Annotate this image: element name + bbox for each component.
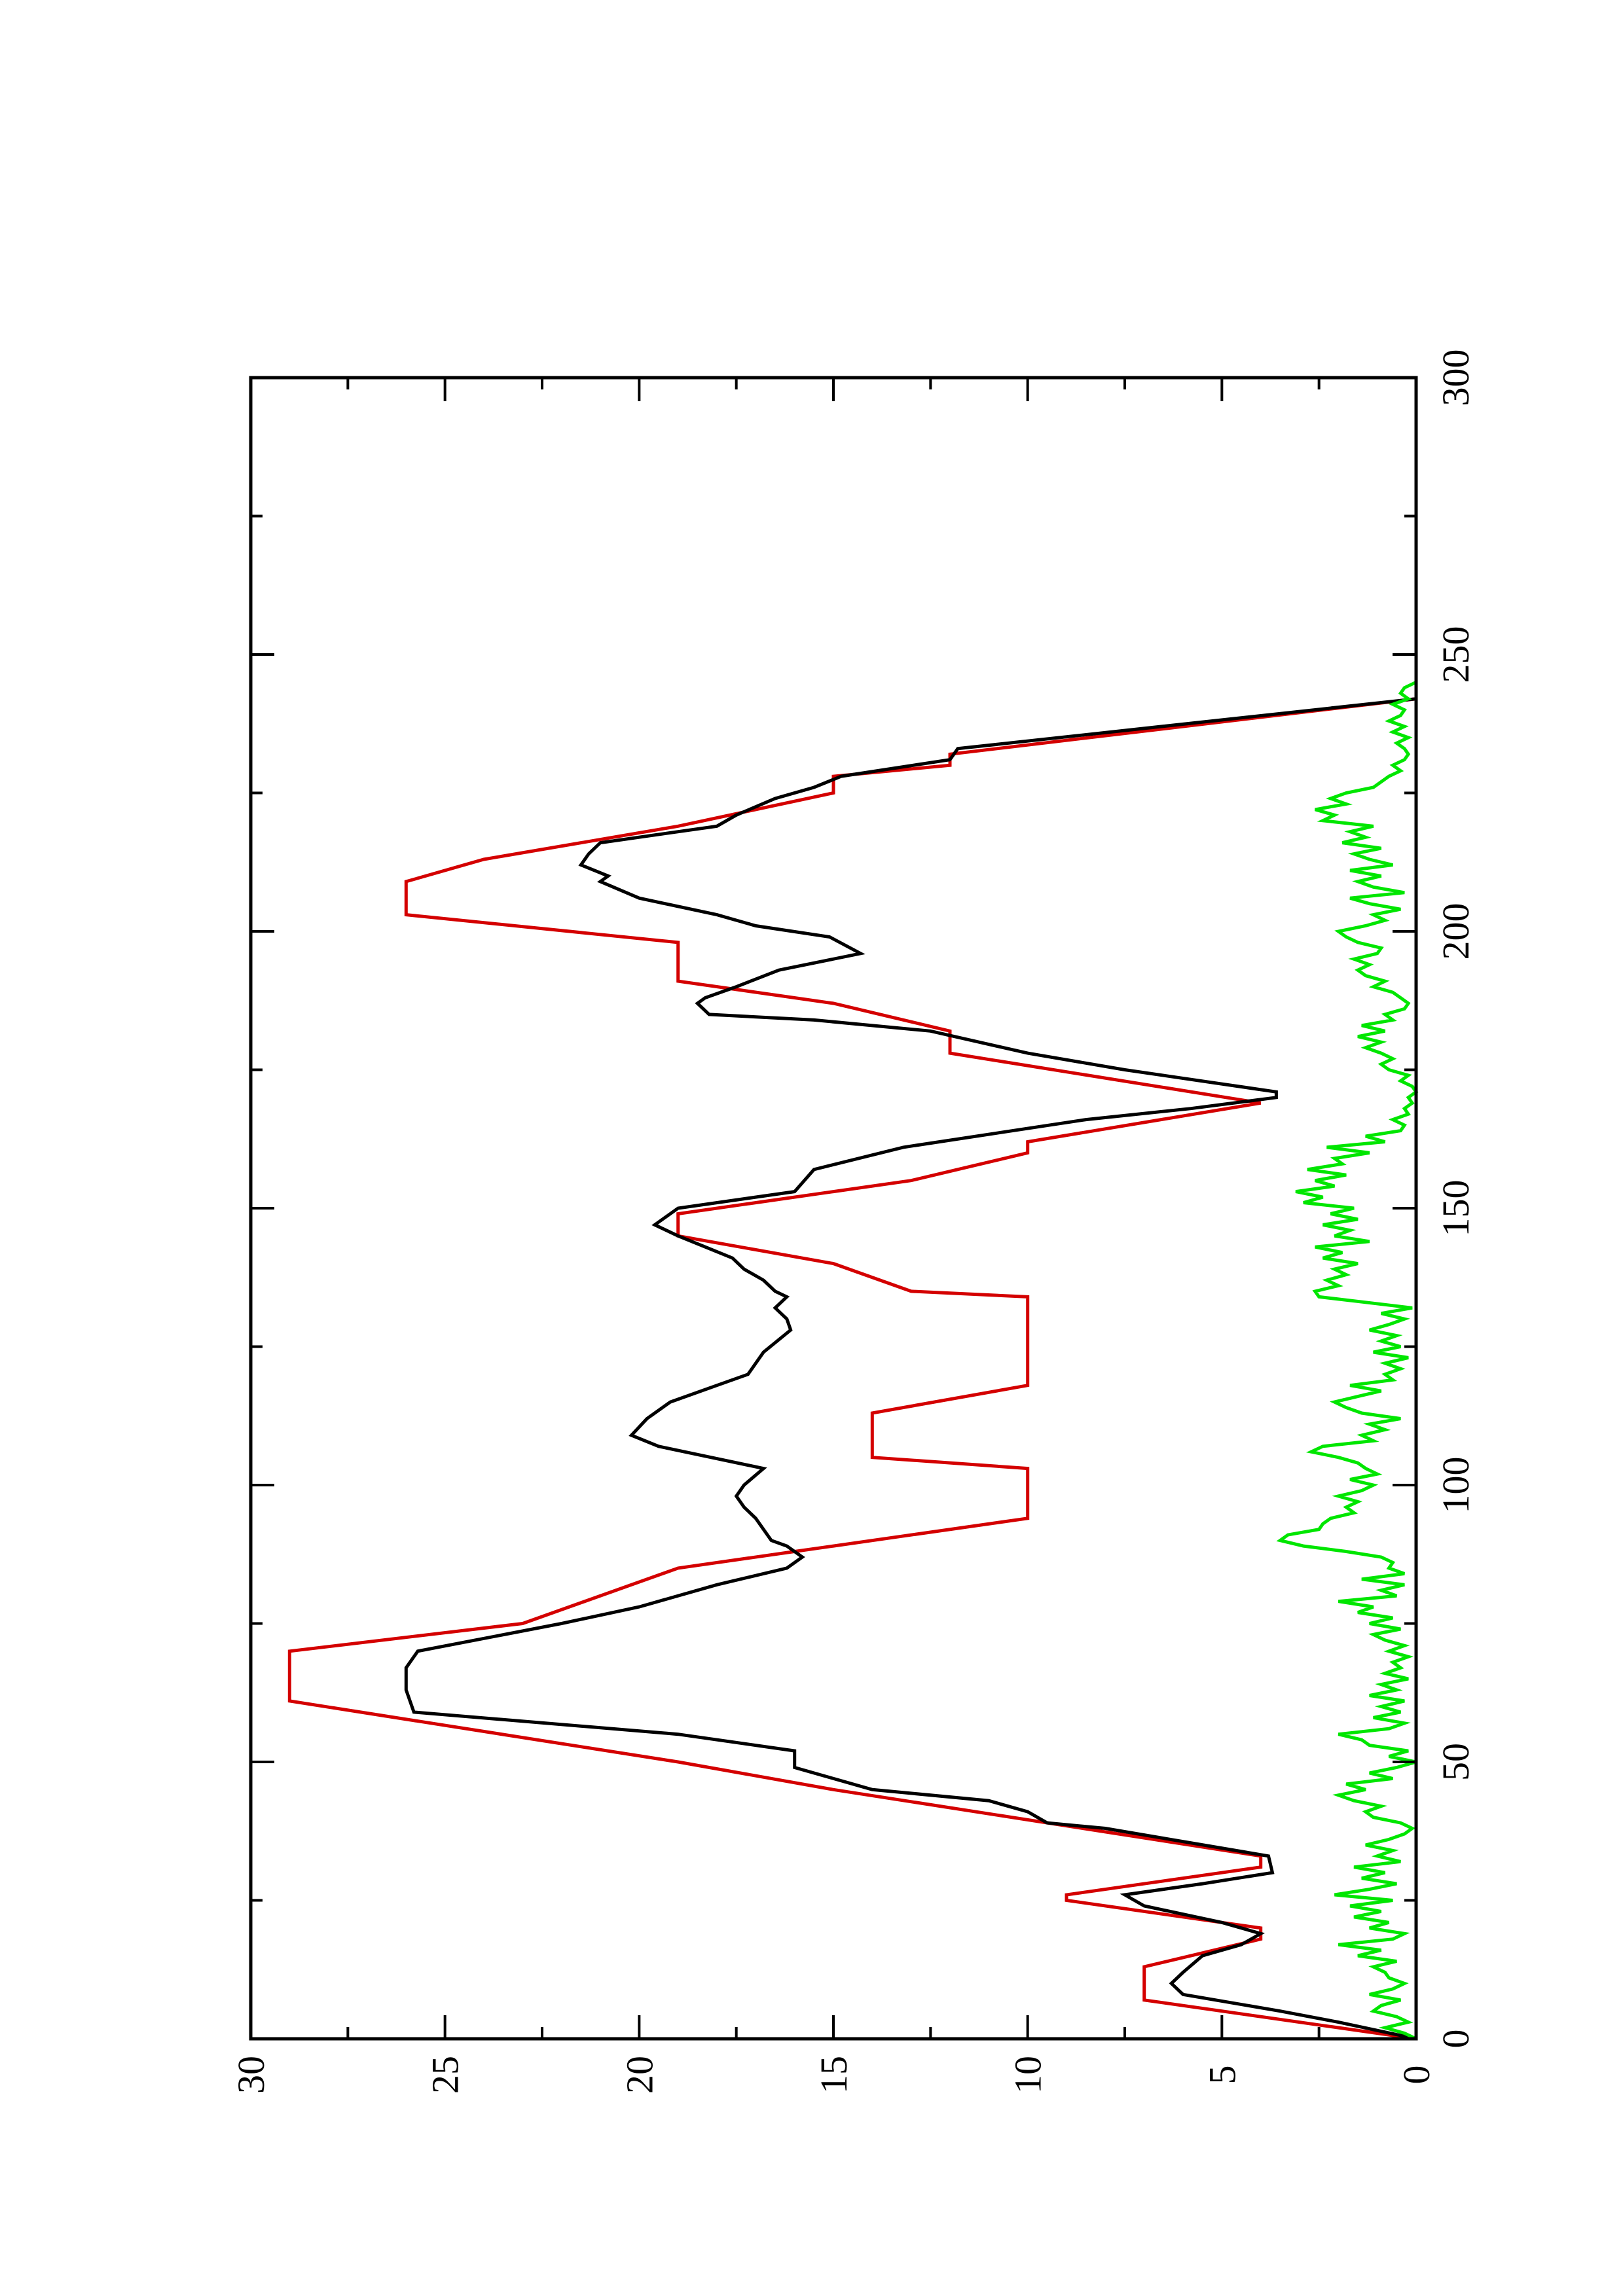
x-tick-label: 250 — [1434, 626, 1477, 683]
y-tick-label: 10 — [1007, 2056, 1049, 2094]
tick-labels-layer: 0 50 100 150 200 250 300 0 5 10 15 20 25 30 — [230, 350, 1477, 2094]
x-tick-label: 50 — [1434, 1743, 1477, 1781]
x-tick-label: 300 — [1434, 350, 1477, 406]
y-tick-label: 30 — [230, 2056, 272, 2094]
series-line-2 — [404, 697, 1417, 2041]
plot-area — [249, 376, 1419, 2041]
series-line-1 — [287, 697, 1417, 2041]
series-line-3 — [1276, 681, 1419, 2041]
x-tick-label: 200 — [1434, 903, 1477, 960]
y-tick-label: 0 — [1395, 2066, 1438, 2085]
x-tick-label: 100 — [1434, 1457, 1477, 1514]
y-tick-label: 20 — [618, 2056, 661, 2094]
plot-frame — [249, 376, 1418, 2041]
y-tick-label: 25 — [424, 2056, 467, 2094]
y-tick-label: 5 — [1201, 2066, 1243, 2085]
series-layer — [287, 681, 1419, 2041]
x-tick-label: 150 — [1434, 1180, 1477, 1237]
x-tick-label: 0 — [1434, 2030, 1477, 2049]
y-tick-label: 15 — [812, 2056, 855, 2094]
